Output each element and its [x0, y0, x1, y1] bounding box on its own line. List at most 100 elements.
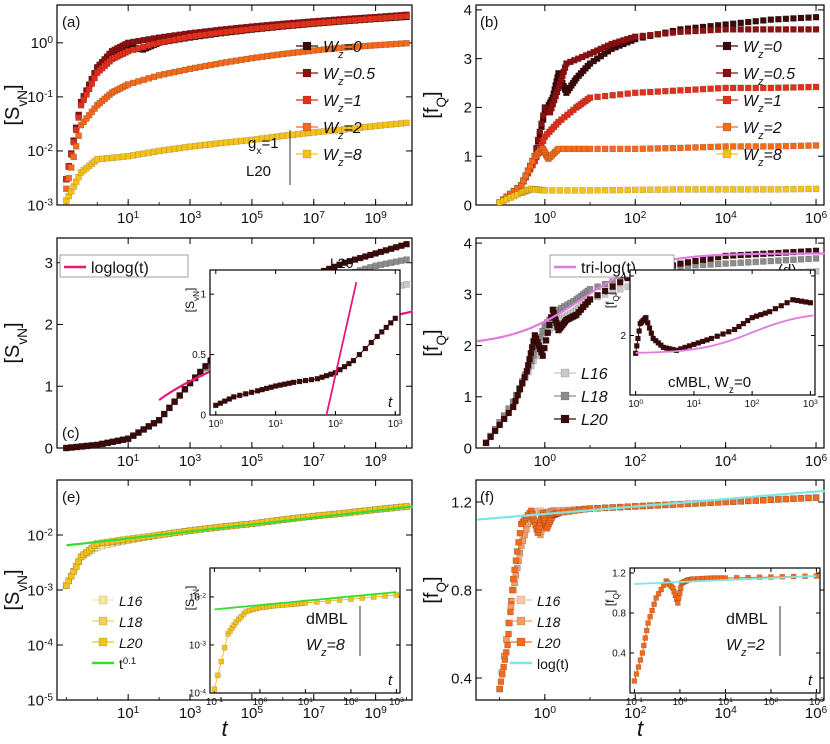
data-point	[775, 84, 782, 92]
legend-label: Wz=2	[743, 120, 782, 142]
inset-annotation: dMBL	[306, 611, 348, 628]
data-point	[752, 186, 760, 193]
inset-data-point	[314, 376, 321, 382]
x-tick-label: 101	[117, 705, 140, 723]
panel-b: 100 102 104 10601234(b)[fQ]Wz=0Wz=0.5Wz=1Wz…	[421, 2, 828, 227]
y-tick-label: 1	[464, 389, 472, 406]
data-point	[594, 145, 601, 153]
legend-item: Wz=0.5	[716, 66, 795, 88]
data-point	[601, 145, 609, 153]
legend-marker	[302, 41, 312, 51]
inset-data-point	[290, 379, 297, 386]
y-tick-label: 1	[200, 290, 206, 301]
data-point	[767, 143, 775, 150]
legend-marker	[516, 595, 526, 605]
data-point	[812, 255, 820, 262]
legend-marker	[98, 637, 108, 647]
series-Wz8	[496, 185, 820, 206]
y-tick-label: 10-2	[189, 592, 206, 604]
data-point	[601, 287, 609, 295]
data-point	[586, 296, 594, 303]
legend-label: Wz=8	[323, 147, 362, 169]
data-point	[526, 355, 533, 363]
data-point	[760, 258, 767, 265]
data-point	[684, 186, 692, 193]
data-point	[752, 497, 760, 504]
data-point	[594, 504, 601, 512]
x-tick-label: 100	[672, 697, 687, 709]
y-axis-label: [SvN]	[2, 84, 30, 125]
inset-data-point	[213, 402, 219, 409]
inset-data-point	[644, 320, 651, 326]
inset-data-point	[784, 299, 790, 306]
inset-data-point	[222, 398, 228, 404]
data-point	[88, 80, 96, 87]
inset: 100 101 102 103 2 4 [fQ] cMBL, Wz=0	[603, 269, 818, 411]
data-point	[631, 186, 639, 194]
x-tick-label: 100	[208, 419, 223, 431]
x-tick-label: 102	[624, 705, 647, 723]
y-tick-label: 3	[464, 51, 472, 68]
data-point	[594, 93, 601, 101]
data-point	[124, 435, 132, 442]
data-point	[790, 248, 797, 256]
panel-a: 101 103 105 107 109 10-3 10-2 10-1 100 (a) [SvN] gx…	[2, 4, 413, 227]
data-point	[67, 164, 75, 171]
data-point	[699, 85, 707, 93]
data-point	[737, 186, 744, 193]
inset-data-point	[637, 657, 644, 663]
data-point	[805, 14, 812, 21]
y-tick-label: 2	[620, 331, 626, 342]
x-tick-label: 106	[805, 210, 828, 228]
data-point	[775, 496, 782, 503]
inset-data-point	[641, 642, 647, 649]
data-point	[594, 187, 601, 194]
data-point	[662, 87, 669, 95]
data-point	[790, 142, 797, 150]
inset-data-point	[634, 343, 640, 349]
data-point	[684, 259, 692, 266]
data-point	[501, 656, 509, 663]
inset-data-point	[708, 335, 715, 342]
data-point	[662, 145, 669, 152]
y-tick-label: 1.2	[612, 569, 626, 580]
data-point	[654, 31, 662, 38]
inset-data-point	[237, 392, 243, 399]
x-tick-label: 100	[252, 697, 267, 709]
legend-marker	[722, 95, 732, 105]
x-tick-label: 10-1	[626, 697, 643, 709]
x-tick-label: 103	[803, 399, 818, 411]
inset-data-point	[642, 635, 649, 641]
data-point	[797, 26, 805, 33]
data-point	[782, 15, 790, 23]
legend-item: Wz=1	[716, 93, 782, 115]
inset-fit-curve	[634, 575, 817, 585]
data-point	[677, 28, 684, 36]
fit-line	[66, 505, 413, 547]
y-tick-label: 1	[45, 378, 53, 395]
data-point	[624, 186, 631, 194]
data-point	[77, 101, 85, 109]
data-point	[542, 337, 550, 344]
y-tick-label: 10-4	[189, 688, 206, 700]
data-point	[487, 433, 494, 441]
legend-marker	[722, 41, 732, 51]
inset-data-point	[235, 616, 242, 623]
inset-data-point	[645, 620, 651, 626]
legend-label: Wz=1	[743, 93, 782, 115]
data-point	[699, 186, 707, 193]
x-tick-label: 102	[624, 453, 647, 471]
data-point	[521, 373, 528, 381]
data-point	[91, 74, 98, 82]
x-tick-label: 101	[718, 697, 733, 709]
y-tick-label: 0.8	[451, 582, 472, 599]
inset-data-point	[655, 591, 662, 597]
inset-data-point	[374, 333, 381, 340]
data-point	[760, 26, 767, 33]
y-tick-label: 1	[464, 148, 472, 165]
data-point	[197, 368, 204, 376]
inset-data-point	[745, 574, 751, 581]
y-tick-label: 0.8	[612, 609, 626, 620]
inset-annotation-2: Wz=2	[726, 637, 765, 659]
